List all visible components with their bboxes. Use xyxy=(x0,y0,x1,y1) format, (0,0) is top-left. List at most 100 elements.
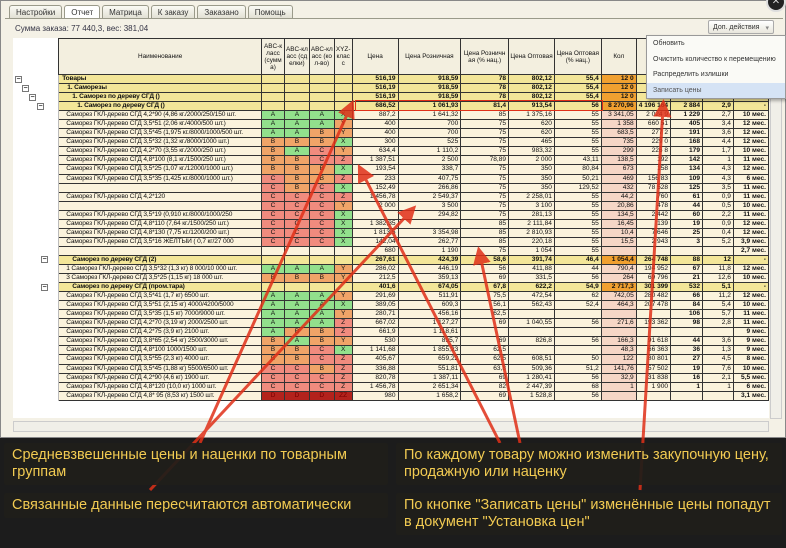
cell[interactable]: 266,86 xyxy=(397,182,462,193)
column-header[interactable]: Цена Оптовая xyxy=(508,38,555,75)
column-header[interactable]: XYZ-класс xyxy=(333,38,353,75)
cell[interactable]: 2 810,93 xyxy=(508,227,555,238)
actions-dropdown-button[interactable]: Доп. действия ▾ xyxy=(708,20,774,34)
cell: 12 мес. xyxy=(732,218,769,229)
column-header[interactable]: Наименование xyxy=(58,38,263,75)
cell[interactable]: 980 xyxy=(351,390,399,401)
table-row[interactable]: Саморез ГКЛ-дерево СГД 4,8*100 1000/1500… xyxy=(13,345,769,356)
table-row[interactable]: Саморез ГКЛ-дерево СГД 4,2*70 (3,19 кг) … xyxy=(13,318,769,329)
cell[interactable]: 634,4 xyxy=(351,146,399,157)
table-row[interactable]: Саморез ГКЛ-дерево СГД 3,5*19 (0,910 кг.… xyxy=(13,209,769,220)
table-row[interactable]: Саморез ГКЛ-дерево СГД 3,5*32 (1,32 кг./… xyxy=(13,137,769,148)
highlight-box xyxy=(355,100,603,111)
cell[interactable]: 983,32 xyxy=(508,146,555,157)
table-row[interactable]: Саморез ГКЛ-дерево СГД 4,2*90 (4,6 кг) 1… xyxy=(13,372,769,383)
minus-box-icon[interactable]: − xyxy=(37,102,44,110)
cell: 142 xyxy=(670,155,703,166)
column-header[interactable]: Кол xyxy=(600,38,637,75)
tree-cell xyxy=(13,318,60,328)
cell[interactable]: 338,7 xyxy=(397,164,462,175)
cell[interactable]: 233 xyxy=(351,173,399,184)
cell: 11 мес. xyxy=(732,191,769,202)
tab-1[interactable]: Отчет xyxy=(64,5,101,19)
tree-cell: − xyxy=(13,255,60,265)
cell[interactable]: 2 549,37 xyxy=(397,191,462,202)
table-row[interactable]: Саморез ГКЛ-дерево СГД 3,5*41 (1,7 кг) 6… xyxy=(13,291,769,302)
close-icon[interactable]: ✕ xyxy=(766,0,786,12)
column-header[interactable]: ABC-класс (кол-во) xyxy=(308,38,335,75)
cell[interactable]: 465 xyxy=(508,137,555,148)
cell[interactable]: 152,49 xyxy=(351,182,399,193)
cell[interactable]: 350 xyxy=(508,182,555,193)
cell[interactable]: 350 xyxy=(508,164,555,175)
table-row[interactable]: Саморез ГКЛ-дерево СГД 3,5*45 (1,975 кг.… xyxy=(13,128,769,139)
cell: X xyxy=(333,227,353,238)
cell[interactable]: 2 258,01 xyxy=(508,191,555,202)
cell[interactable]: 620 xyxy=(508,128,555,139)
cell[interactable]: 3 100 xyxy=(508,200,555,211)
cell[interactable]: 1 110,2 xyxy=(397,146,462,157)
horizontal-scrollbar[interactable] xyxy=(13,421,769,432)
tree-cell xyxy=(13,183,60,193)
cell[interactable]: 1 387,51 xyxy=(351,155,399,166)
tab-3[interactable]: К заказу xyxy=(150,5,196,18)
table-row[interactable]: Саморез ГКЛ-дерево СГД 4,8*130 (7,75 кг.… xyxy=(13,227,769,238)
table-row[interactable]: Саморез ГКЛ-дерево СГД 4,2*75 (3,9 кг) 2… xyxy=(13,327,769,338)
tab-2[interactable]: Матрица xyxy=(102,5,149,18)
group-row[interactable]: −1. Саморез по дереву СГД () 686,52 1 061,… xyxy=(13,101,769,112)
menu-item-3[interactable]: Записать цены xyxy=(647,82,785,98)
cell[interactable]: 400 xyxy=(351,128,399,139)
cell xyxy=(333,245,353,256)
cell: 168 xyxy=(670,137,703,148)
cell[interactable]: 1 813,5 xyxy=(351,227,399,238)
cell: 277 2 xyxy=(635,128,672,139)
cell[interactable]: 1 190 xyxy=(397,245,462,256)
table-row[interactable]: Саморез ГКЛ-дерево СГД 4,2*70 (3,55 кг./… xyxy=(13,146,769,157)
cell[interactable]: 1 054 xyxy=(508,245,555,256)
cell[interactable]: 1 658,2 xyxy=(397,390,462,401)
table-row[interactable]: Саморез ГКЛ-дерево СГД 3,5*16 ЖЕЛТЫЙ ( 0… xyxy=(13,236,769,247)
tab-0[interactable]: Настройки xyxy=(9,5,63,18)
cell[interactable]: 350 xyxy=(508,173,555,184)
tree-cell xyxy=(13,228,60,238)
table-row[interactable]: Саморез ГКЛ-дерево СГД 4,8*120 (10,0 кг)… xyxy=(13,381,769,392)
column-header[interactable]: ABC-класс (сумма) xyxy=(261,38,285,75)
cell[interactable]: 3 354,98 xyxy=(397,227,462,238)
cell[interactable]: 700 xyxy=(397,128,462,139)
tree-cell xyxy=(13,309,60,319)
table-row[interactable]: Саморез ГКЛ-дерево СГД 4,2*120 C C C Z 1 456,… xyxy=(13,191,769,202)
table-row[interactable]: Саморез ГКЛ-дерево СГД 4,8*110 (7,64 кг.… xyxy=(13,218,769,229)
tab-4[interactable]: Заказано xyxy=(197,5,246,18)
column-header[interactable]: ABC-класс (сделки) xyxy=(283,38,310,75)
menu-item-2[interactable]: Распределить излишки xyxy=(653,71,729,78)
minus-box-icon[interactable]: − xyxy=(22,84,29,92)
cell: C xyxy=(261,182,285,193)
cell[interactable]: 407,75 xyxy=(397,173,462,184)
minus-box-icon[interactable]: − xyxy=(41,256,48,264)
minus-box-icon[interactable]: − xyxy=(15,75,22,83)
tab-5[interactable]: Помощь xyxy=(247,5,293,18)
menu-item-1[interactable]: Очистить количество к перемещению xyxy=(653,55,776,63)
cell: 158 xyxy=(635,164,672,175)
cell[interactable]: 2 500 xyxy=(397,155,462,166)
minus-box-icon[interactable]: − xyxy=(29,93,36,101)
table-row[interactable]: Саморез ГКЛ-дерево СГД 3,5*35 (1,425 кг.… xyxy=(13,173,769,184)
cell[interactable]: 300 xyxy=(351,137,399,148)
minus-box-icon[interactable]: − xyxy=(41,283,48,291)
cell[interactable]: 525 xyxy=(397,137,462,148)
item-name: Саморез ГКЛ-дерево СГД 4,8*100 (8,1 кг./… xyxy=(58,155,263,166)
table-row[interactable]: Саморез ГКЛ-дерево СГД 4,8*100 (8,1 кг./… xyxy=(13,155,769,166)
cell[interactable]: 2 111,84 xyxy=(508,218,555,229)
table-row[interactable]: Саморез ГКЛ-дерево СГД 4,8* 95 (8,53 кг)… xyxy=(13,390,769,401)
table-row[interactable]: Саморез ГКЛ-дерево СГД 3,5*45 (1,88 кг) … xyxy=(13,363,769,374)
cell[interactable]: 281,13 xyxy=(508,209,555,220)
cell[interactable]: 220,18 xyxy=(508,236,555,247)
tab-bar: Настройки Отчет Матрица К заказу Заказано Пом… xyxy=(9,5,293,19)
cell[interactable]: 193,54 xyxy=(351,164,399,175)
cell[interactable]: 2 000 xyxy=(508,155,555,166)
column-header[interactable]: Цена Розничная xyxy=(397,38,462,75)
table-row[interactable]: C B C X 152,49 266,86 75 350 129,52 432 78 528 125 3… xyxy=(13,182,769,193)
table-row[interactable]: Саморез ГКЛ-дерево СГД 3,5*25 (1,07 кг./… xyxy=(13,164,769,175)
menu-item-0[interactable]: Обновить xyxy=(653,40,685,47)
